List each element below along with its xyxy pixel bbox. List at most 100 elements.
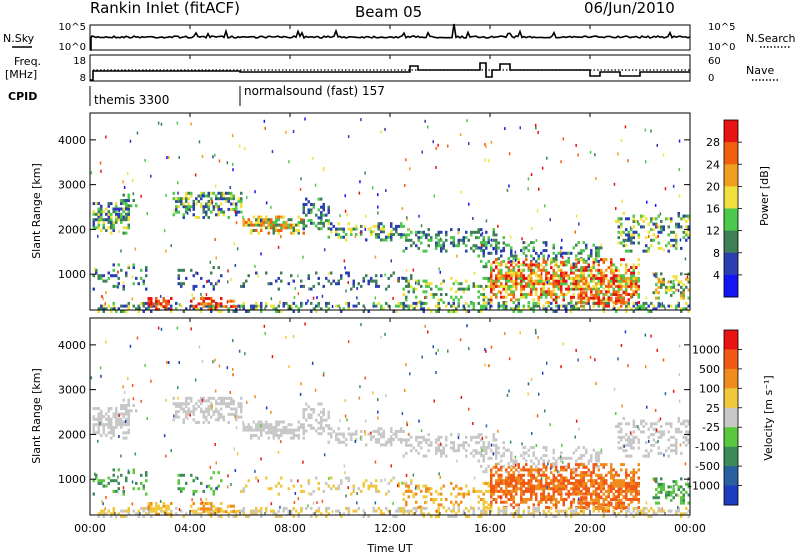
velocity-cell <box>380 512 383 516</box>
velocity-cell <box>262 428 265 432</box>
velocity-cell <box>595 501 598 505</box>
power-cell <box>272 229 275 232</box>
power-cell <box>277 304 280 308</box>
velocity-cell <box>417 441 420 445</box>
velocity-cell <box>102 515 105 518</box>
velocity-cell <box>97 420 100 424</box>
power-cell <box>420 230 423 234</box>
power-cell <box>315 310 318 313</box>
velocity-cell <box>685 482 688 486</box>
velocity-cell <box>127 420 130 424</box>
velocity-cell <box>592 484 595 488</box>
velocity-cell <box>597 504 600 508</box>
power-cell <box>182 202 185 206</box>
power-cell <box>490 290 493 294</box>
velocity-cell <box>202 510 205 514</box>
power-cell <box>375 274 378 278</box>
power-cell <box>100 169 102 173</box>
power-cell <box>686 275 689 279</box>
velocity-cell <box>630 479 633 483</box>
velocity-cell <box>625 443 628 447</box>
velocity-cell <box>610 476 613 480</box>
power-cell <box>312 307 315 311</box>
power-cell <box>540 279 543 283</box>
power-cell <box>192 202 195 206</box>
velocity-cell <box>380 335 382 339</box>
power-cell <box>439 237 442 241</box>
power-cell <box>615 274 618 278</box>
power-cell <box>214 153 216 157</box>
power-cell <box>557 265 560 269</box>
power-cell <box>535 304 538 308</box>
power-cell <box>587 282 590 286</box>
velocity-cell <box>440 498 443 501</box>
velocity-cell <box>165 504 168 508</box>
velocity-cell <box>182 402 185 406</box>
velocity-cell <box>350 438 353 441</box>
velocity-cell <box>397 484 399 488</box>
power-cell <box>572 279 575 283</box>
power-cell <box>220 191 223 195</box>
velocity-cell <box>480 498 483 501</box>
velocity-cell <box>435 371 437 374</box>
velocity-cell <box>277 450 280 454</box>
velocity-cell <box>182 515 185 518</box>
power-cell <box>240 210 243 214</box>
velocity-cell <box>277 434 280 437</box>
velocity-cell <box>422 435 425 439</box>
velocity-cell <box>255 423 258 427</box>
power-cell <box>102 274 105 278</box>
velocity-cell <box>552 489 555 493</box>
power-cell <box>600 301 603 305</box>
velocity-cell <box>587 462 590 466</box>
velocity-cell <box>425 487 428 491</box>
velocity-cell <box>267 423 270 427</box>
power-cell <box>460 190 463 194</box>
power-cell <box>439 270 441 274</box>
power-cell <box>505 304 508 308</box>
power-cell <box>267 231 270 235</box>
power-cell <box>520 310 523 313</box>
velocity-cell <box>455 449 458 453</box>
velocity-cell <box>182 487 185 491</box>
power-cell <box>585 293 588 297</box>
power-cell <box>417 279 420 283</box>
velocity-cell <box>663 453 665 457</box>
velocity-cell <box>460 487 463 491</box>
power-cell <box>512 307 515 311</box>
power-cell <box>238 144 241 148</box>
velocity-cell <box>295 428 298 432</box>
power-cell <box>580 299 583 303</box>
power-cell <box>540 282 543 286</box>
velocity-cell <box>282 431 285 435</box>
power-cell <box>395 227 398 231</box>
velocity-cell <box>577 358 579 362</box>
velocity-cell <box>112 412 115 416</box>
power-cell <box>370 230 373 234</box>
power-cell <box>97 207 100 211</box>
velocity-cell <box>522 492 525 496</box>
power-cell <box>402 307 405 311</box>
velocity-cell <box>387 509 390 513</box>
power-cell <box>102 226 105 230</box>
velocity-cell <box>450 515 453 518</box>
velocity-cell <box>260 431 263 435</box>
power-cell <box>117 207 120 211</box>
power-cell <box>490 238 493 242</box>
velocity-cell <box>452 487 455 491</box>
power-cell <box>285 223 288 227</box>
velocity-cell <box>555 489 558 493</box>
power-cell <box>339 214 341 218</box>
velocity-cell <box>227 412 230 416</box>
velocity-cell <box>497 481 500 485</box>
velocity-cell <box>200 512 203 516</box>
velocity-cell <box>327 512 330 516</box>
velocity-cell <box>620 487 623 491</box>
power-cell <box>352 279 355 283</box>
velocity-cell <box>162 510 165 514</box>
power-cell <box>180 268 183 272</box>
velocity-cell <box>477 489 480 493</box>
power-cell <box>205 297 208 300</box>
power-cell <box>557 284 560 288</box>
